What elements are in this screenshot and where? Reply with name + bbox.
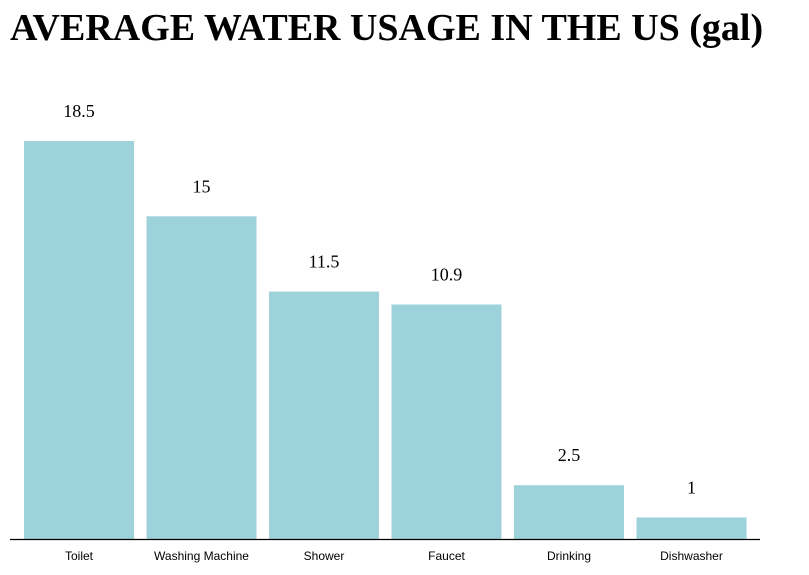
- x-tick-label-dishwasher: Dishwasher: [660, 549, 723, 563]
- value-label-washing-machine: 15: [193, 176, 211, 196]
- bars-group: [24, 141, 747, 539]
- bar-shower: [269, 291, 379, 539]
- x-tick-label-washing-machine: Washing Machine: [154, 549, 249, 563]
- value-labels-group: 18.5 15 11.5 10.9 2.5 1: [63, 101, 696, 497]
- value-label-toilet: 18.5: [63, 101, 95, 121]
- value-label-dishwasher: 1: [687, 477, 696, 497]
- bar-washing-machine: [146, 216, 257, 539]
- value-label-faucet: 10.9: [431, 265, 463, 285]
- value-label-drinking: 2.5: [558, 445, 581, 465]
- bar-dishwasher: [636, 517, 747, 539]
- x-tick-label-toilet: Toilet: [65, 549, 94, 563]
- x-tick-label-faucet: Faucet: [428, 549, 465, 563]
- x-tick-label-drinking: Drinking: [547, 549, 591, 563]
- value-label-shower: 11.5: [309, 252, 340, 272]
- x-tick-label-shower: Shower: [304, 549, 345, 563]
- x-tick-labels-group: Toilet Washing Machine Shower Faucet Drinkin…: [65, 549, 723, 563]
- bar-drinking: [514, 485, 624, 539]
- chart-title: AVERAGE WATER USAGE IN THE US (gal): [10, 7, 764, 49]
- bar-toilet: [24, 141, 134, 539]
- bar-faucet: [391, 304, 502, 539]
